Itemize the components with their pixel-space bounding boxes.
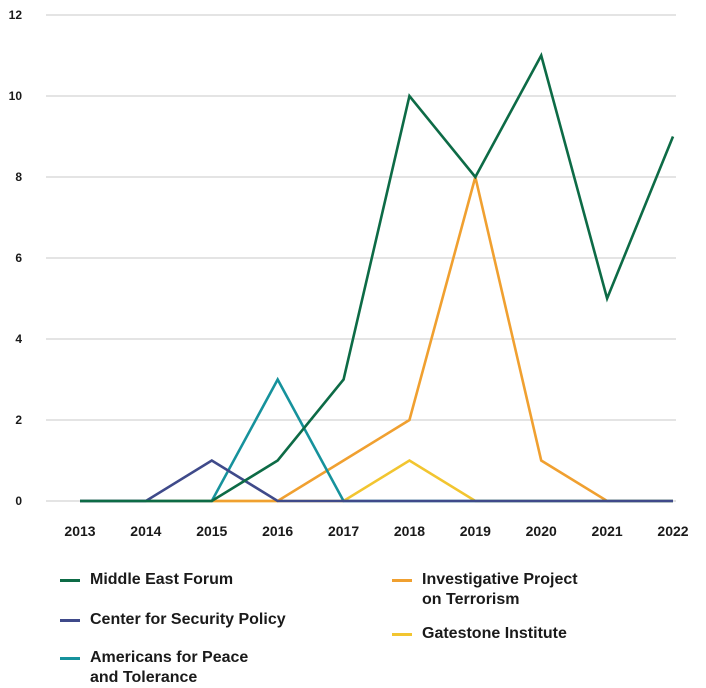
series-line-gatestone-institute [80,458,673,503]
legend-swatch [60,657,80,660]
x-tick-label: 2019 [460,523,491,539]
legend-label: Americans for Peace and Tolerance [90,648,310,688]
legend-label: Middle East Forum [90,570,310,590]
legend-label-line: Center for Security Policy [90,611,286,628]
series-line-middle-east-forum [80,52,675,503]
y-tick-label: 4 [15,332,22,346]
y-tick-label: 2 [15,413,22,427]
legend-item-investigative-project-on-terrorism: Investigative Project on Terrorism [392,570,642,610]
y-tick-label: 0 [15,494,22,508]
legend-label-line: Americans for Peace [90,649,249,666]
legend-label-line: Middle East Forum [90,571,234,588]
x-axis-ticks: 2013 2014 2015 2016 2017 2018 2019 2020 2021 2022 [64,523,688,539]
x-tick-label: 2017 [328,523,359,539]
y-tick-label: 6 [15,251,22,265]
legend-label: Center for Security Policy [90,610,310,630]
legend-label: Investigative Project on Terrorism [422,570,642,610]
y-tick-label: 8 [15,170,22,184]
y-tick-label: 12 [9,8,23,22]
x-tick-label: 2016 [262,523,293,539]
legend-swatch [60,619,80,622]
series-line-center-for-security-policy [80,458,673,503]
legend-item-center-for-security-policy: Center for Security Policy [60,610,310,630]
legend-swatch [392,633,412,636]
y-axis-ticks: 0 2 4 6 8 10 12 [9,8,23,508]
legend-label-line: and Tolerance [90,669,198,686]
legend: Middle East Forum Center for Security Pol… [0,560,706,686]
legend-swatch [392,579,412,582]
x-tick-label: 2015 [196,523,227,539]
x-tick-label: 2022 [657,523,688,539]
x-tick-label: 2021 [592,523,623,539]
legend-label: Gatestone Institute [422,624,642,644]
x-tick-label: 2020 [526,523,557,539]
legend-item-gatestone-institute: Gatestone Institute [392,624,642,644]
x-tick-label: 2013 [64,523,95,539]
legend-label-line: Gatestone Institute [422,625,567,642]
legend-label-line: Investigative Project [422,571,578,588]
x-tick-label: 2014 [130,523,161,539]
gridlines [46,14,676,502]
legend-item-americans-for-peace-and-tolerance: Americans for Peace and Tolerance [60,648,310,688]
x-tick-label: 2018 [394,523,425,539]
legend-label-line: on Terrorism [422,591,520,608]
legend-swatch [60,579,80,582]
series-lines [80,52,675,503]
legend-item-middle-east-forum: Middle East Forum [60,570,310,590]
y-tick-label: 10 [9,89,23,103]
